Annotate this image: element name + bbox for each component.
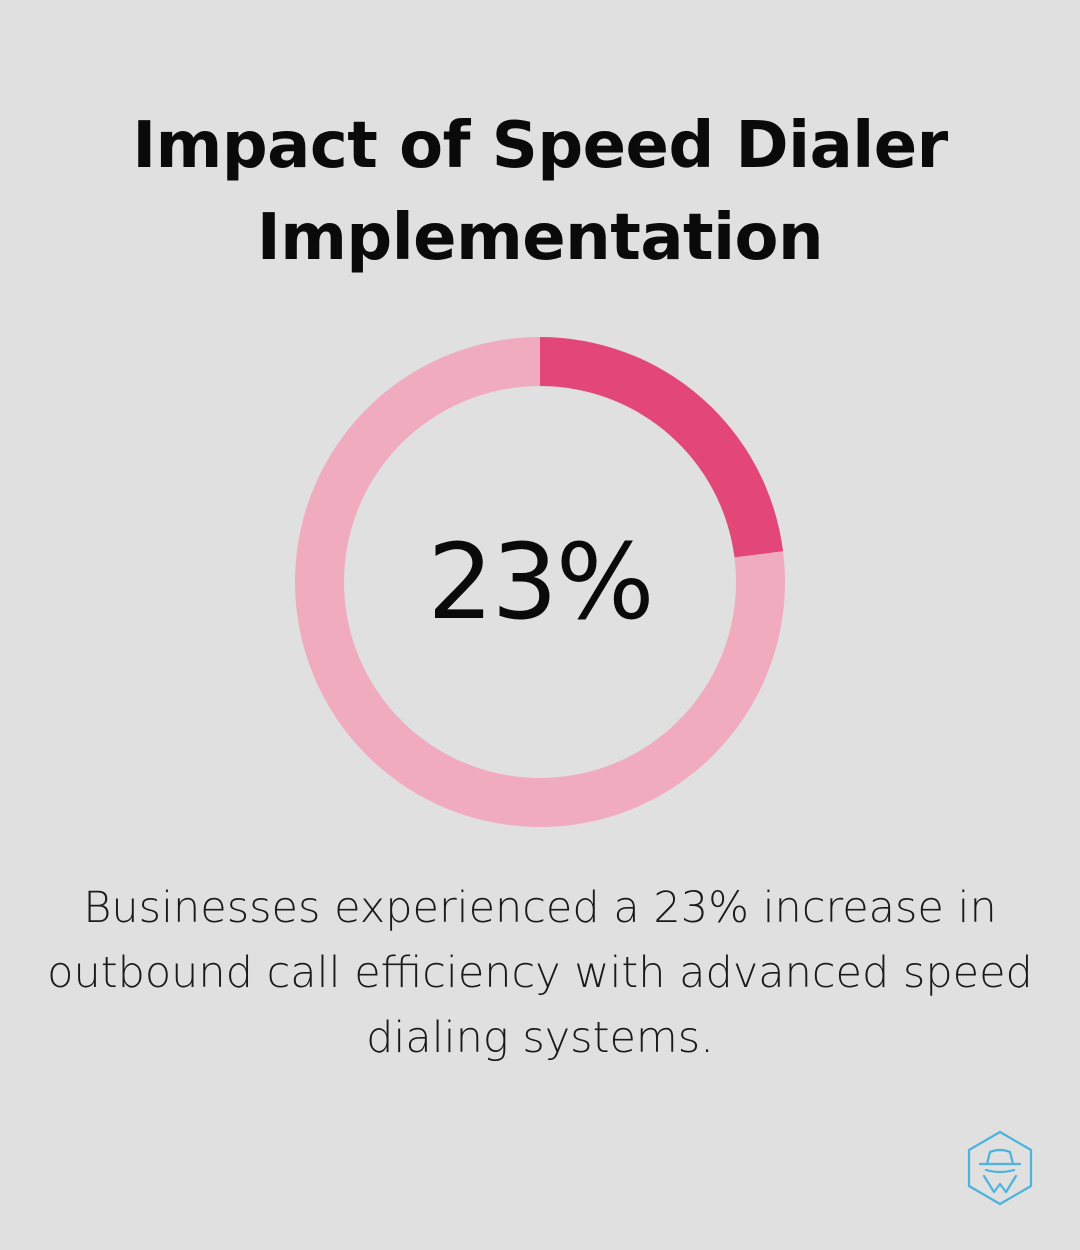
chart-title-line-2: Implementation xyxy=(256,201,824,275)
donut-slice-highlight xyxy=(540,337,784,558)
caption-line-3: dialing systems. xyxy=(366,1013,714,1063)
caption-line-1: Businesses experienced a 23% increase in xyxy=(83,883,997,933)
caption-line-2: outbound call efficiency with advanced s… xyxy=(47,948,1033,998)
donut-chart xyxy=(295,337,785,827)
chart-title-line-1: Impact of Speed Dialer xyxy=(132,109,948,183)
chart-title: Impact of Speed Dialer Implementation xyxy=(0,100,1080,284)
donut-center-value: 23% xyxy=(427,521,654,643)
hexagon-spy-hat-icon xyxy=(967,1130,1033,1206)
chart-caption: Businesses experienced a 23% increase in… xyxy=(40,876,1040,1071)
